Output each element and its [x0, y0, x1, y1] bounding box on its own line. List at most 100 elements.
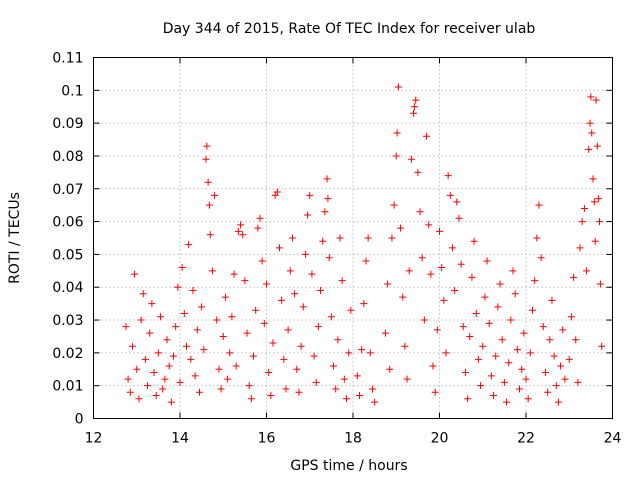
data-point	[587, 93, 595, 101]
data-point	[299, 303, 307, 311]
data-point	[317, 287, 325, 295]
data-point	[252, 306, 260, 314]
data-point	[325, 254, 333, 262]
data-point	[492, 352, 500, 360]
data-point	[472, 309, 480, 317]
plot-grid	[93, 57, 613, 419]
data-point	[459, 323, 467, 331]
data-point	[243, 329, 251, 337]
x-tick-label: 24	[604, 431, 622, 447]
data-point	[578, 218, 586, 226]
data-point	[503, 398, 511, 406]
data-point	[139, 290, 147, 298]
data-point	[392, 152, 400, 160]
data-point	[483, 257, 491, 265]
data-point	[366, 349, 374, 357]
data-point	[310, 352, 318, 360]
data-point	[592, 96, 600, 104]
data-point	[403, 375, 411, 383]
data-point	[464, 395, 472, 403]
data-point	[390, 201, 398, 209]
x-tick-label: 20	[431, 431, 449, 447]
data-point	[405, 267, 413, 275]
data-point	[559, 326, 567, 334]
data-point	[321, 208, 329, 216]
data-point	[590, 198, 598, 206]
data-point	[588, 129, 596, 137]
data-point	[544, 388, 552, 396]
data-point	[397, 224, 405, 232]
data-point	[269, 339, 277, 347]
data-point	[131, 270, 139, 278]
data-point	[167, 398, 175, 406]
data-point	[301, 250, 309, 258]
data-point	[554, 398, 562, 406]
data-point	[221, 293, 229, 301]
data-point	[596, 280, 604, 288]
data-point	[332, 385, 340, 393]
data-point	[388, 234, 396, 242]
data-point	[436, 227, 443, 235]
data-point	[595, 195, 603, 203]
data-point	[314, 323, 322, 331]
data-point	[174, 283, 182, 291]
data-point	[312, 378, 320, 386]
data-point	[263, 280, 270, 288]
data-point	[498, 336, 506, 344]
data-point	[282, 385, 290, 393]
data-point	[513, 346, 521, 354]
data-point	[496, 280, 504, 288]
data-point	[232, 362, 240, 370]
data-point	[343, 395, 351, 403]
data-point	[297, 342, 305, 350]
data-point	[137, 316, 145, 324]
data-point	[535, 201, 543, 209]
data-point	[224, 375, 232, 383]
data-point	[323, 175, 331, 183]
data-point	[340, 375, 348, 383]
data-point	[518, 365, 526, 373]
data-point	[239, 231, 247, 239]
data-point	[295, 388, 303, 396]
data-point	[591, 237, 599, 245]
data-point	[228, 313, 236, 321]
y-axis-label: ROTI / TECUs	[7, 192, 23, 284]
data-point	[358, 346, 366, 354]
data-point	[237, 221, 245, 229]
data-point	[135, 395, 143, 403]
data-point	[185, 241, 193, 249]
data-point	[245, 382, 253, 390]
data-point	[154, 349, 162, 357]
data-point	[524, 395, 532, 403]
data-point	[410, 103, 418, 111]
data-point	[170, 352, 178, 360]
data-point	[477, 382, 485, 390]
data-point	[172, 323, 180, 331]
x-tick-label: 18	[344, 431, 362, 447]
data-point	[550, 352, 558, 360]
y-tick-labels: 0 0.01 0.02 0.03 0.04 0.05 0.06 0.07 0.08 0.09 0.1…	[52, 51, 83, 428]
data-point	[280, 355, 288, 363]
data-point	[126, 388, 134, 396]
data-point	[230, 270, 238, 278]
data-point	[520, 329, 528, 337]
data-point	[187, 355, 195, 363]
x-tick-label: 22	[517, 431, 535, 447]
data-point	[195, 388, 203, 396]
data-point	[423, 132, 431, 140]
data-point	[191, 372, 199, 380]
data-point	[362, 257, 370, 265]
data-point	[133, 365, 141, 373]
data-point	[200, 346, 208, 354]
data-point	[206, 231, 214, 239]
data-point	[163, 336, 171, 344]
data-point	[427, 270, 435, 278]
x-tick-label: 16	[258, 431, 276, 447]
data-point	[308, 270, 316, 278]
data-point	[416, 208, 424, 216]
y-tick-label: 0.06	[52, 215, 83, 231]
data-point	[526, 349, 534, 357]
data-point	[410, 109, 418, 117]
data-point	[275, 244, 283, 252]
data-point	[241, 277, 249, 285]
